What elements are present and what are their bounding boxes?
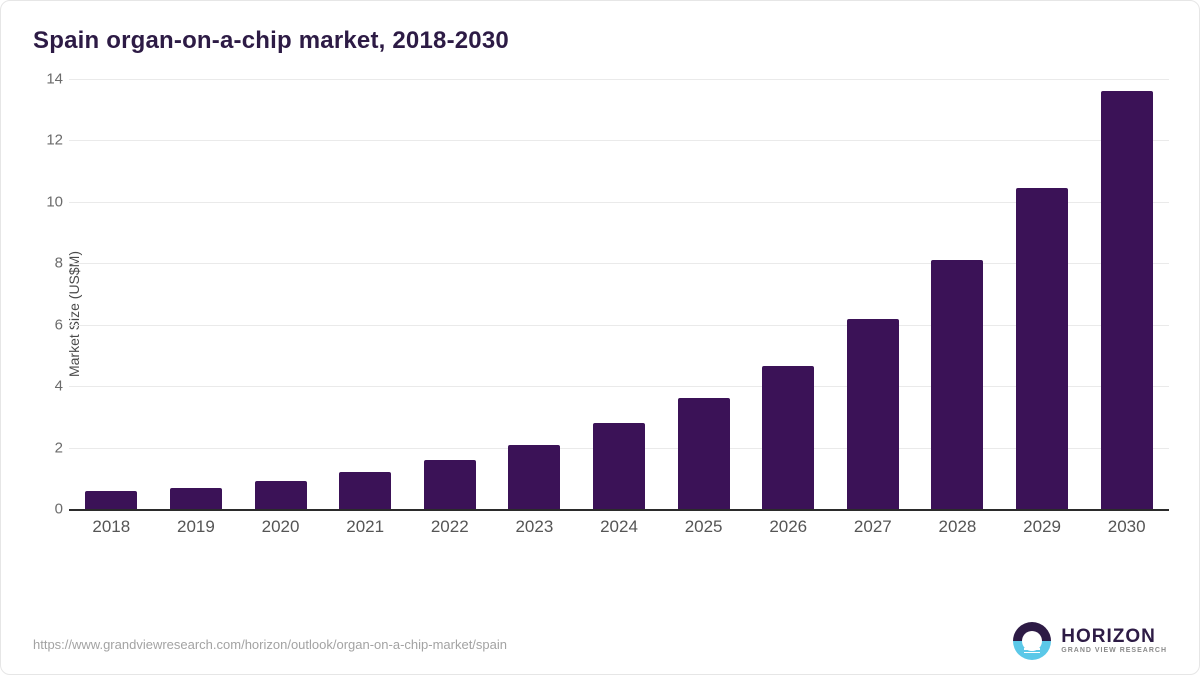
- x-tick-label-2028[interactable]: 2028: [915, 517, 1000, 537]
- bar-2027[interactable]: [847, 319, 899, 509]
- bar-2022[interactable]: [424, 460, 476, 509]
- bar-2025[interactable]: [678, 398, 730, 509]
- y-tick-label-0: 0: [35, 501, 63, 518]
- y-tick-label-10: 10: [35, 193, 63, 210]
- plot-area: Market Size (US$M) 0 2 4 6 8 10 12 14 2018 2019 2…: [69, 79, 1169, 549]
- brand-logo-text: HORIZON GRAND VIEW RESEARCH: [1061, 627, 1167, 656]
- brand-logo-icon: [1013, 622, 1051, 660]
- bar-group-2019[interactable]: [154, 79, 239, 509]
- bar-group-2023[interactable]: [492, 79, 577, 509]
- x-tick-label-2027[interactable]: 2027: [831, 517, 916, 537]
- x-tick-label-2020[interactable]: 2020: [238, 517, 323, 537]
- x-tick-label-2024[interactable]: 2024: [577, 517, 662, 537]
- bar-group-2026[interactable]: [746, 79, 831, 509]
- bar-group-2030[interactable]: [1084, 79, 1169, 509]
- bar-2024[interactable]: [593, 423, 645, 509]
- bar-2026[interactable]: [762, 366, 814, 509]
- bar-2029[interactable]: [1016, 188, 1068, 509]
- chart-area: Market Size (US$M) 0 2 4 6 8 10 12 14 2018 2019 2…: [33, 79, 1169, 559]
- chart-title: Spain organ-on-a-chip market, 2018-2030: [33, 27, 509, 55]
- x-tick-label-2025[interactable]: 2025: [661, 517, 746, 537]
- y-tick-label-6: 6: [35, 316, 63, 333]
- bars-container: [69, 79, 1169, 509]
- x-tick-label-2030[interactable]: 2030: [1084, 517, 1169, 537]
- bar-group-2020[interactable]: [238, 79, 323, 509]
- x-tick-label-2019[interactable]: 2019: [154, 517, 239, 537]
- x-tick-label-2026[interactable]: 2026: [746, 517, 831, 537]
- x-tick-label-2018[interactable]: 2018: [69, 517, 154, 537]
- brand-logo: HORIZON GRAND VIEW RESEARCH: [1013, 622, 1167, 660]
- bar-2019[interactable]: [170, 488, 222, 510]
- x-tick-label-2029[interactable]: 2029: [1000, 517, 1085, 537]
- bar-group-2021[interactable]: [323, 79, 408, 509]
- footer-url: https://www.grandviewresearch.com/horizo…: [33, 637, 507, 652]
- bar-group-2029[interactable]: [1000, 79, 1085, 509]
- bar-2023[interactable]: [508, 445, 560, 510]
- x-tick-label-2021[interactable]: 2021: [323, 517, 408, 537]
- x-tick-label-2023[interactable]: 2023: [492, 517, 577, 537]
- bar-group-2025[interactable]: [661, 79, 746, 509]
- x-axis-baseline: [69, 509, 1169, 511]
- y-tick-label-2: 2: [35, 439, 63, 456]
- bar-2028[interactable]: [931, 260, 983, 509]
- chart-card: Spain organ-on-a-chip market, 2018-2030 …: [0, 0, 1200, 675]
- y-tick-label-12: 12: [35, 132, 63, 149]
- bar-group-2018[interactable]: [69, 79, 154, 509]
- bar-2030[interactable]: [1101, 91, 1153, 509]
- y-tick-label-8: 8: [35, 255, 63, 272]
- y-tick-label-14: 14: [35, 71, 63, 88]
- bar-2020[interactable]: [255, 481, 307, 509]
- bar-group-2027[interactable]: [830, 79, 915, 509]
- bar-2018[interactable]: [85, 491, 137, 509]
- x-tick-label-2022[interactable]: 2022: [407, 517, 492, 537]
- bar-group-2028[interactable]: [915, 79, 1000, 509]
- bar-group-2022[interactable]: [407, 79, 492, 509]
- y-tick-label-4: 4: [35, 378, 63, 395]
- bar-2021[interactable]: [339, 472, 391, 509]
- bar-group-2024[interactable]: [577, 79, 662, 509]
